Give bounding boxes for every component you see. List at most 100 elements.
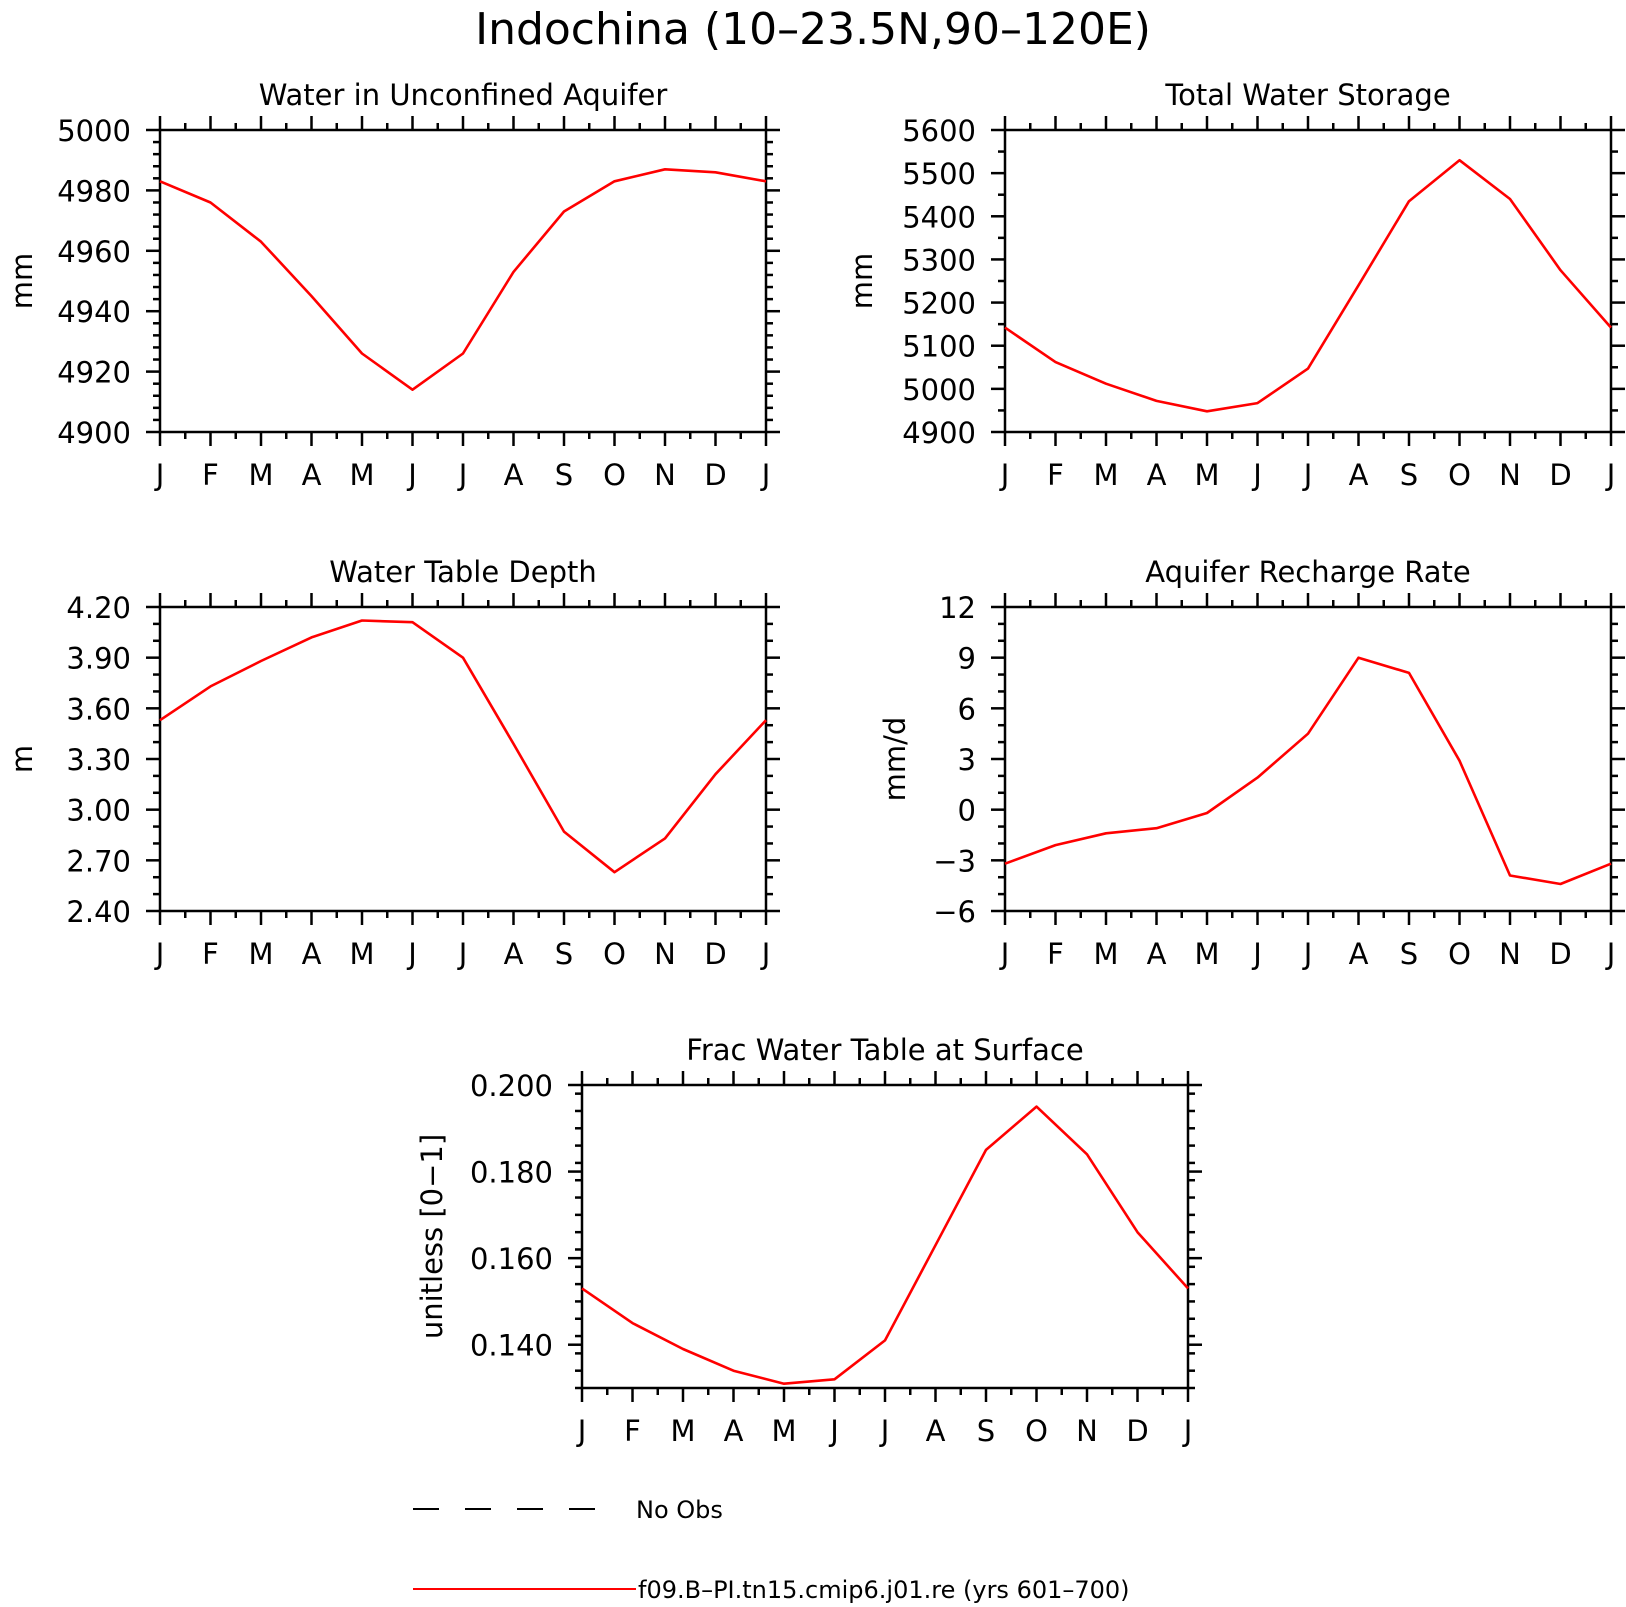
- x-tick-label: A: [926, 1414, 946, 1448]
- y-tick-label: 0: [958, 794, 976, 828]
- x-tick-label: A: [1147, 937, 1167, 971]
- y-tick-label: 5300: [902, 243, 976, 277]
- x-tick-label: J: [406, 458, 417, 492]
- y-tick-label: 3.90: [66, 642, 131, 676]
- legend-model-label: f09.B–PI.tn15.cmip6.j01.re (yrs 601–700): [638, 1576, 1130, 1604]
- y-tick-label: 3.60: [66, 692, 131, 726]
- x-tick-label: S: [555, 458, 573, 492]
- x-tick-label: S: [555, 937, 573, 971]
- y-tick-label: −3: [933, 844, 976, 878]
- x-tick-label: J: [879, 1414, 890, 1448]
- series-line: [159, 168, 767, 392]
- panel-title: Total Water Storage: [1164, 78, 1450, 112]
- x-tick-label: J: [1182, 1414, 1193, 1448]
- figure-title: Indochina (10–23.5N,90–120E): [475, 4, 1151, 55]
- y-tick-label: −6: [933, 895, 976, 929]
- x-tick-label: F: [1047, 937, 1064, 971]
- y-axis-label: mm: [5, 253, 39, 310]
- y-tick-label: 5400: [902, 200, 976, 234]
- plot-frame: [158, 128, 768, 434]
- x-tick-label: J: [760, 458, 771, 492]
- legend-obs-label: No Obs: [636, 1496, 723, 1524]
- y-tick-label: 4.20: [66, 591, 131, 625]
- x-tick-label: O: [603, 458, 626, 492]
- x-tick-label: J: [154, 458, 165, 492]
- x-tick-label: J: [457, 937, 468, 971]
- x-tick-label: S: [977, 1414, 995, 1448]
- x-tick-label: J: [828, 1414, 839, 1448]
- x-tick-label: J: [406, 937, 417, 971]
- chart-panel-1: J F M A M J J A S O N D J490049204940496049805000Wat…: [5, 78, 780, 492]
- x-tick-label: F: [624, 1414, 641, 1448]
- x-tick-label: F: [1047, 458, 1064, 492]
- x-tick-label: O: [1448, 937, 1471, 971]
- x-tick-label: N: [654, 458, 676, 492]
- x-tick-label: M: [349, 458, 374, 492]
- x-tick-label: D: [1549, 458, 1571, 492]
- x-tick-label: J: [457, 458, 468, 492]
- x-tick-label: N: [654, 937, 676, 971]
- series-line: [1004, 158, 1612, 413]
- y-tick-label: 4900: [902, 416, 976, 450]
- y-tick-label: 2.70: [66, 844, 131, 878]
- x-tick-label: A: [1147, 458, 1167, 492]
- panel-title: Water in Unconfined Aquifer: [259, 78, 668, 112]
- x-tick-label: M: [248, 937, 273, 971]
- chart-panel-3: J F M A M J J A S O N D J2.402.703.003.303.603.904.2…: [5, 555, 780, 971]
- y-tick-label: 4980: [57, 174, 131, 208]
- x-tick-label: M: [771, 1414, 796, 1448]
- x-tick-label: M: [1093, 458, 1118, 492]
- x-tick-label: J: [1251, 458, 1262, 492]
- x-tick-label: O: [603, 937, 626, 971]
- y-tick-label: 5600: [902, 114, 976, 148]
- x-tick-label: A: [504, 458, 524, 492]
- y-tick-label: 3.30: [66, 743, 131, 777]
- y-tick-label: 0.140: [470, 1329, 553, 1363]
- x-tick-label: J: [1302, 458, 1313, 492]
- x-tick-label: N: [1499, 937, 1521, 971]
- x-tick-label: A: [724, 1414, 744, 1448]
- y-tick-label: 4900: [57, 416, 131, 450]
- series-line: [581, 1105, 1189, 1385]
- y-tick-label: 12: [939, 591, 976, 625]
- x-tick-label: M: [1194, 937, 1219, 971]
- y-tick-label: 2.40: [66, 895, 131, 929]
- x-tick-label: M: [670, 1414, 695, 1448]
- x-tick-label: D: [1126, 1414, 1148, 1448]
- y-tick-label: 9: [958, 642, 976, 676]
- x-tick-label: J: [999, 937, 1010, 971]
- x-tick-label: O: [1448, 458, 1471, 492]
- x-tick-label: D: [1549, 937, 1571, 971]
- y-tick-label: 5000: [902, 373, 976, 407]
- x-tick-label: F: [202, 458, 219, 492]
- y-tick-label: 0.160: [470, 1242, 553, 1276]
- y-tick-label: 5000: [57, 114, 131, 148]
- y-axis-label: mm: [845, 253, 879, 310]
- x-tick-label: S: [1400, 458, 1418, 492]
- x-tick-label: M: [1093, 937, 1118, 971]
- y-tick-label: 5200: [902, 287, 976, 321]
- x-tick-label: N: [1499, 458, 1521, 492]
- x-tick-label: M: [349, 937, 374, 971]
- x-tick-label: M: [1194, 458, 1219, 492]
- x-tick-label: J: [999, 458, 1010, 492]
- x-tick-label: D: [704, 458, 726, 492]
- y-axis-label: m: [5, 745, 39, 773]
- x-tick-label: A: [1349, 937, 1369, 971]
- plot-frame: [1003, 605, 1613, 913]
- x-tick-label: S: [1400, 937, 1418, 971]
- x-tick-label: J: [760, 937, 771, 971]
- plot-frame: [1003, 128, 1613, 434]
- y-tick-label: 6: [958, 692, 976, 726]
- y-tick-label: 0.200: [470, 1069, 553, 1103]
- panel-title: Water Table Depth: [329, 555, 597, 589]
- x-tick-label: O: [1025, 1414, 1048, 1448]
- x-tick-label: J: [1605, 458, 1616, 492]
- plot-frame: [158, 605, 768, 913]
- panels-container: J F M A M J J A S O N D J490049204940496049805000Wat…: [5, 78, 1625, 1448]
- x-tick-label: A: [1349, 458, 1369, 492]
- x-tick-label: J: [154, 937, 165, 971]
